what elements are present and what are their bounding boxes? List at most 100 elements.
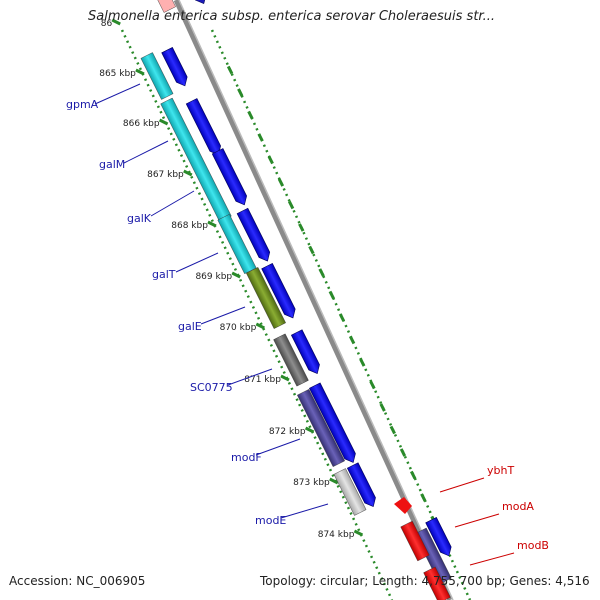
gene-galT-block-shape <box>217 213 257 275</box>
outer-tick-mark <box>287 200 295 210</box>
gene-ybhT-arrow <box>394 497 412 514</box>
kbp-tick-label: 86 <box>101 19 113 29</box>
forward-cds-arrow <box>346 462 376 507</box>
backbone-line <box>173 0 453 600</box>
outer-tick-mark <box>399 448 407 457</box>
gene-label-modf: modF <box>231 451 262 464</box>
outer-tick-mark <box>267 155 274 165</box>
backbone-highlight <box>178 0 454 600</box>
gene-label-modb: modB <box>517 539 549 552</box>
forward-cds-arrow-shape <box>346 462 376 507</box>
gene-leader-line <box>469 552 515 566</box>
kbp-tick <box>111 18 121 26</box>
gene-label-sc0775: SC0775 <box>190 381 233 394</box>
organism-title: Salmonella enterica subsp. enterica sero… <box>88 9 495 24</box>
gene-SC0775-block <box>273 333 309 387</box>
gene-modA-red-block <box>400 520 430 562</box>
gene-label-moda: modA <box>502 500 534 513</box>
kbp-tick <box>353 529 364 537</box>
outer-tick-mark <box>226 65 234 75</box>
outer-tick-mark <box>420 493 427 502</box>
forward-cds-arrow <box>161 47 188 87</box>
kbp-tick <box>304 426 315 434</box>
forward-cds-arrow <box>261 262 296 319</box>
forward-cds-arrow-shape <box>309 382 356 463</box>
gene-leader-line <box>150 190 195 217</box>
kbp-tick <box>329 477 339 485</box>
gene-upstream-block-shape <box>152 0 176 13</box>
outer-tick-mark <box>308 245 315 255</box>
gene-galE-block <box>246 267 286 329</box>
kbp-tick-label: 872 kbp <box>269 427 306 437</box>
forward-cds-arrow <box>211 148 247 206</box>
gene-label-galt: galT <box>152 268 176 281</box>
gene-label-galk: galK <box>127 212 152 225</box>
forward-cds-arrow-shape <box>161 47 188 87</box>
genome-summary: Topology: circular; Length: 4,755,700 bp… <box>260 574 590 588</box>
forward-cds-arrow-shape <box>261 262 296 319</box>
gene-leader-line <box>123 140 169 164</box>
kbp-tick <box>183 169 193 177</box>
kbp-tick-label: 871 kbp <box>244 375 281 385</box>
forward-cds-arrow <box>425 517 452 557</box>
gene-leader-line <box>454 513 500 528</box>
gene-SC0775-block-shape <box>273 333 309 387</box>
outer-tick-mark <box>257 133 264 142</box>
kbp-tick-label: 867 kbp <box>147 170 184 180</box>
gene-modA-block <box>414 527 452 585</box>
outer-tick-mark <box>328 290 335 300</box>
gene-modF-block-shape <box>297 389 345 467</box>
outer-tick-mark <box>318 268 325 277</box>
gene-modA-red-block-shape <box>400 520 430 562</box>
gene-gpmA-block-shape <box>140 52 174 100</box>
gene-leader-line <box>175 252 219 273</box>
kbp-tick <box>280 374 290 382</box>
kbp-tick-label: 874 kbp <box>318 530 355 540</box>
forward-cds-arrow-shape <box>236 207 271 262</box>
accession-label: Accession: NC_006905 <box>9 574 146 588</box>
gene-leader-line <box>255 438 301 456</box>
forward-cds-arrow-shape <box>186 0 207 5</box>
outer-tick-mark <box>410 470 417 480</box>
gene-modE-block <box>333 468 367 516</box>
kbp-tick <box>207 220 217 228</box>
gene-leader-line <box>94 83 141 105</box>
gene-modE-block-shape <box>333 468 367 516</box>
gene-modB-red-block <box>423 566 451 600</box>
outer-tick-mark <box>348 335 356 345</box>
outer-tick-mark <box>359 358 366 367</box>
gene-upstream-block <box>152 0 176 13</box>
kbp-tick <box>255 322 265 330</box>
gene-label-ybht: ybhT <box>487 464 514 477</box>
gene-gpmA-block <box>140 52 174 100</box>
kbp-tick-label: 868 kbp <box>171 221 208 231</box>
kbp-tick <box>135 68 145 76</box>
outer-tick-mark <box>338 313 346 322</box>
forward-cds-arrow <box>236 207 271 262</box>
kbp-tick-label: 873 kbp <box>293 478 330 488</box>
gene-modA-block-shape <box>414 527 452 585</box>
outer-tick-mark <box>298 223 305 232</box>
gene-label-mode: modE <box>255 514 286 527</box>
forward-cds-arrow-shape <box>211 148 247 206</box>
kbp-tick <box>231 271 241 279</box>
outer-tick-mark <box>379 403 386 412</box>
gene-galT-block <box>217 213 257 275</box>
outer-tick-mark <box>369 380 376 390</box>
forward-cds-arrow-shape <box>425 517 452 557</box>
gene-leader-line <box>227 368 273 386</box>
gene-leader-line <box>200 306 246 325</box>
gene-label-gale: galE <box>178 320 202 333</box>
outer-tick-mark <box>237 88 244 97</box>
kbp-tick-label: 865 kbp <box>99 69 136 79</box>
forward-cds-arrow-shape <box>290 329 320 374</box>
map-content: 86 865 kbp 866 kbp 867 kbp 868 kbp 869 kbp 870… <box>66 0 549 600</box>
kbp-tick-label: 866 kbp <box>123 119 160 129</box>
kbp-tick-label: 870 kbp <box>220 323 257 333</box>
outer-tick-mark <box>247 110 254 120</box>
gene-leader-line <box>280 503 329 519</box>
gene-galE-block-shape <box>246 267 286 329</box>
outer-tick-mark <box>277 178 285 187</box>
